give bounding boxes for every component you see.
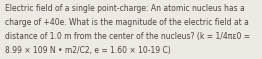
Text: distance of 1.0 m from the center of the nucleus? (k = 1/4πε0 =: distance of 1.0 m from the center of the…	[5, 32, 250, 41]
Text: Electric field of a single point-charge: An atomic nucleus has a: Electric field of a single point-charge:…	[5, 4, 244, 13]
Text: 8.99 × 109 N • m2/C2, e = 1.60 × 10-19 C): 8.99 × 109 N • m2/C2, e = 1.60 × 10-19 C…	[5, 46, 171, 55]
Text: charge of +40e. What is the magnitude of the electric field at a: charge of +40e. What is the magnitude of…	[5, 18, 249, 27]
